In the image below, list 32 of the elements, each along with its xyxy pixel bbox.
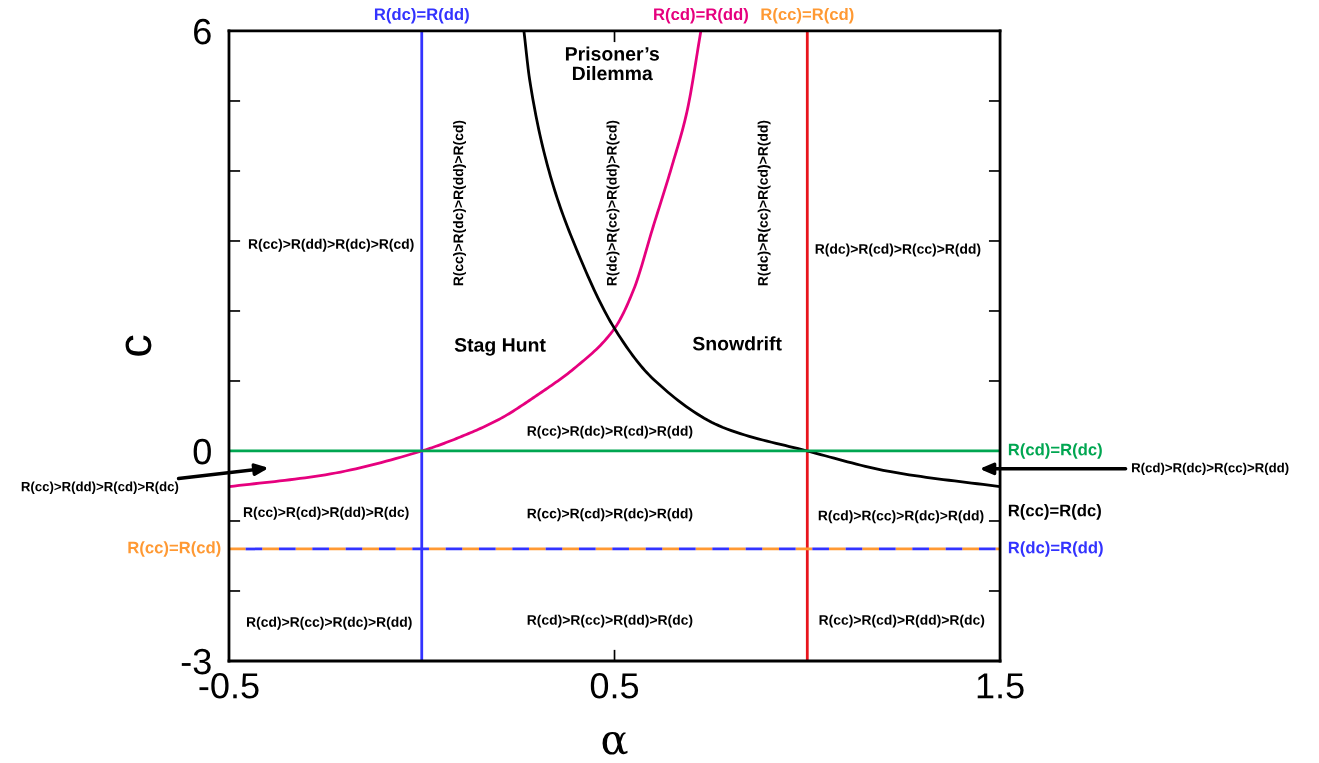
text: R(cd)>R(dc)>R(cc)>R(dd) (1132, 462, 1289, 475)
annotation: Snowdrift (692, 336, 782, 351)
annotation: R(dc)>R(cc)>R(dd)>R(cd) (606, 120, 620, 286)
legend-label: R(cc)=R(dc) (1008, 504, 1101, 520)
y-tick-label: 6 (194, 18, 211, 45)
annotation: R(cc)>R(cd)>R(dd)>R(dc) (819, 614, 985, 628)
annotation: Stag Hunt (454, 338, 546, 356)
y-axis-title: c (125, 335, 152, 356)
annotation: R(cd)>R(cc)>R(dc)>R(dd) (818, 510, 984, 524)
series-label: R(dc)=R(dd) (1008, 541, 1103, 557)
annotation: R(dc)>R(cd)>R(cc)>R(dd) (815, 243, 981, 257)
text: R(cc)=R(cd) (761, 7, 854, 24)
x-tick-label: 0.5 (590, 673, 639, 699)
annotation: R(cd)>R(cc)>R(dd)>R(dc) (527, 614, 693, 628)
x-tick-label: 1.5 (977, 673, 1024, 699)
text: R(cc)>R(dd)>R(cd)>R(dc) (21, 481, 179, 494)
annotation: Prisoner’s Dilemma (565, 46, 659, 81)
y-tick-label: -3 (181, 648, 211, 675)
annotation: R(cc)>R(cd)>R(dd)>R(dc) (243, 506, 409, 520)
annotation: R(cc)>R(dc)>R(dd)>R(cd) (453, 120, 467, 286)
annotation: R(dc)>R(cc)>R(cd)>R(dd) (757, 120, 771, 286)
annotation: R(cc)>R(cd)>R(dc)>R(dd) (527, 508, 693, 522)
series-label: R(cc)=R(cd) (128, 541, 221, 557)
series-label: R(dc)=R(dd) (374, 7, 469, 24)
annotation: R(cc)>R(dc)>R(cd)>R(dd) (527, 425, 693, 439)
x-tick-label: -0.5 (199, 673, 259, 699)
series-label: R(cd)=R(dd) (654, 7, 748, 24)
annotation: R(cd)>R(cc)>R(dc)>R(dd) (247, 616, 412, 630)
y-tick-label: 0 (193, 438, 211, 465)
annotation: R(cc)>R(dd)>R(dc)>R(cd) (248, 238, 414, 252)
series-label: R(cd)=R(dc) (1008, 443, 1102, 459)
x-axis-title: α (602, 731, 628, 755)
